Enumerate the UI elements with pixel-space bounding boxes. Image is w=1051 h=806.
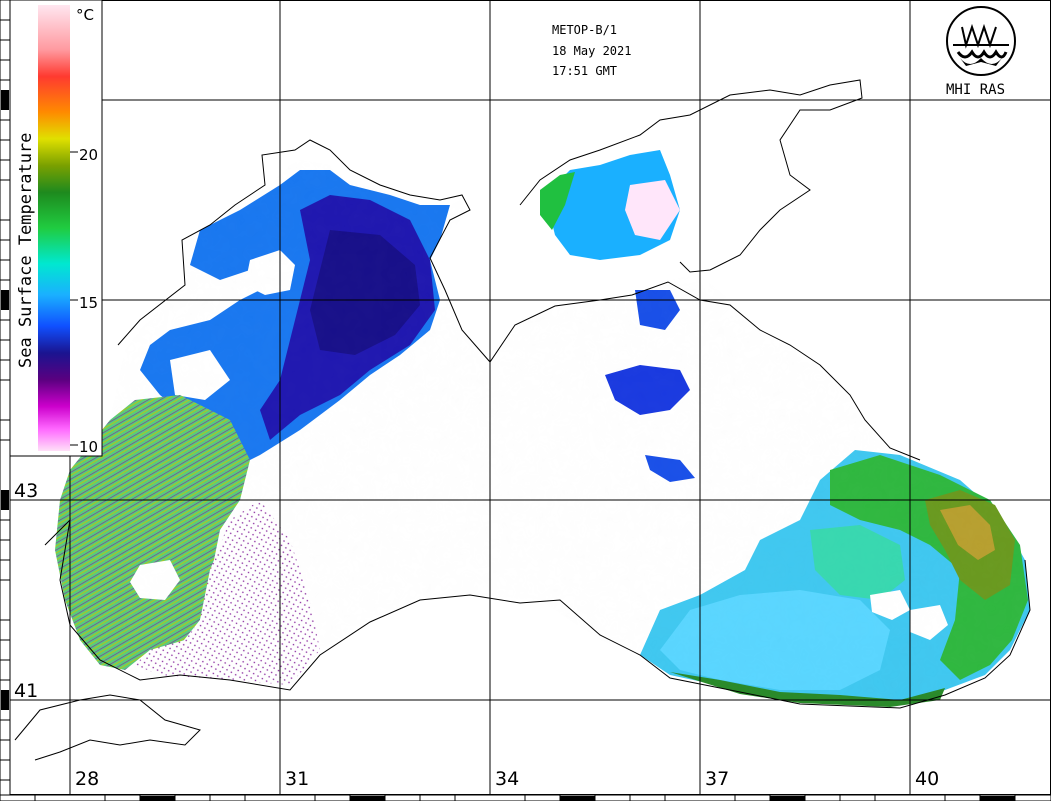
coastline — [14, 79, 1031, 761]
legend-tick-15: 15 — [79, 294, 98, 312]
bottom-ruler — [0, 794, 1051, 802]
legend-tick-10: 10 — [79, 438, 98, 456]
legend: Sea Surface Temperature °C 20 15 10 — [9, 0, 103, 457]
logo-text: MHI RAS — [946, 82, 1005, 98]
header-date: 18 May 2021 — [552, 44, 631, 58]
lon-label-28: 28 — [75, 768, 99, 790]
lon-label-34: 34 — [495, 768, 519, 790]
left-ruler — [0, 0, 11, 796]
coastline-bosporus — [14, 694, 201, 761]
lat-label-43: 43 — [14, 480, 38, 502]
lat-label-41: 41 — [14, 680, 38, 702]
coastline-crimea-azov — [519, 79, 863, 273]
legend-colorbar — [38, 5, 70, 451]
cloud-patch — [625, 180, 680, 240]
coastline-north-west — [117, 139, 921, 461]
coordinate-labels: 43 41 28 31 34 37 40 — [14, 480, 939, 790]
legend-unit: °C — [76, 6, 94, 24]
header-satellite: METOP-B/1 — [552, 23, 617, 37]
header: METOP-B/1 18 May 2021 17:51 GMT — [552, 23, 631, 78]
legend-tick-20: 20 — [79, 146, 98, 164]
sst-region-azov-west-green — [540, 172, 575, 230]
coastline-south — [44, 518, 1031, 709]
lon-label-40: 40 — [915, 768, 939, 790]
header-time: 17:51 GMT — [552, 64, 617, 78]
lon-label-31: 31 — [285, 768, 309, 790]
lon-label-37: 37 — [705, 768, 729, 790]
mhi-ras-emblem-icon: MHI RAS — [946, 6, 1016, 98]
legend-title: Sea Surface Temperature — [16, 133, 36, 368]
